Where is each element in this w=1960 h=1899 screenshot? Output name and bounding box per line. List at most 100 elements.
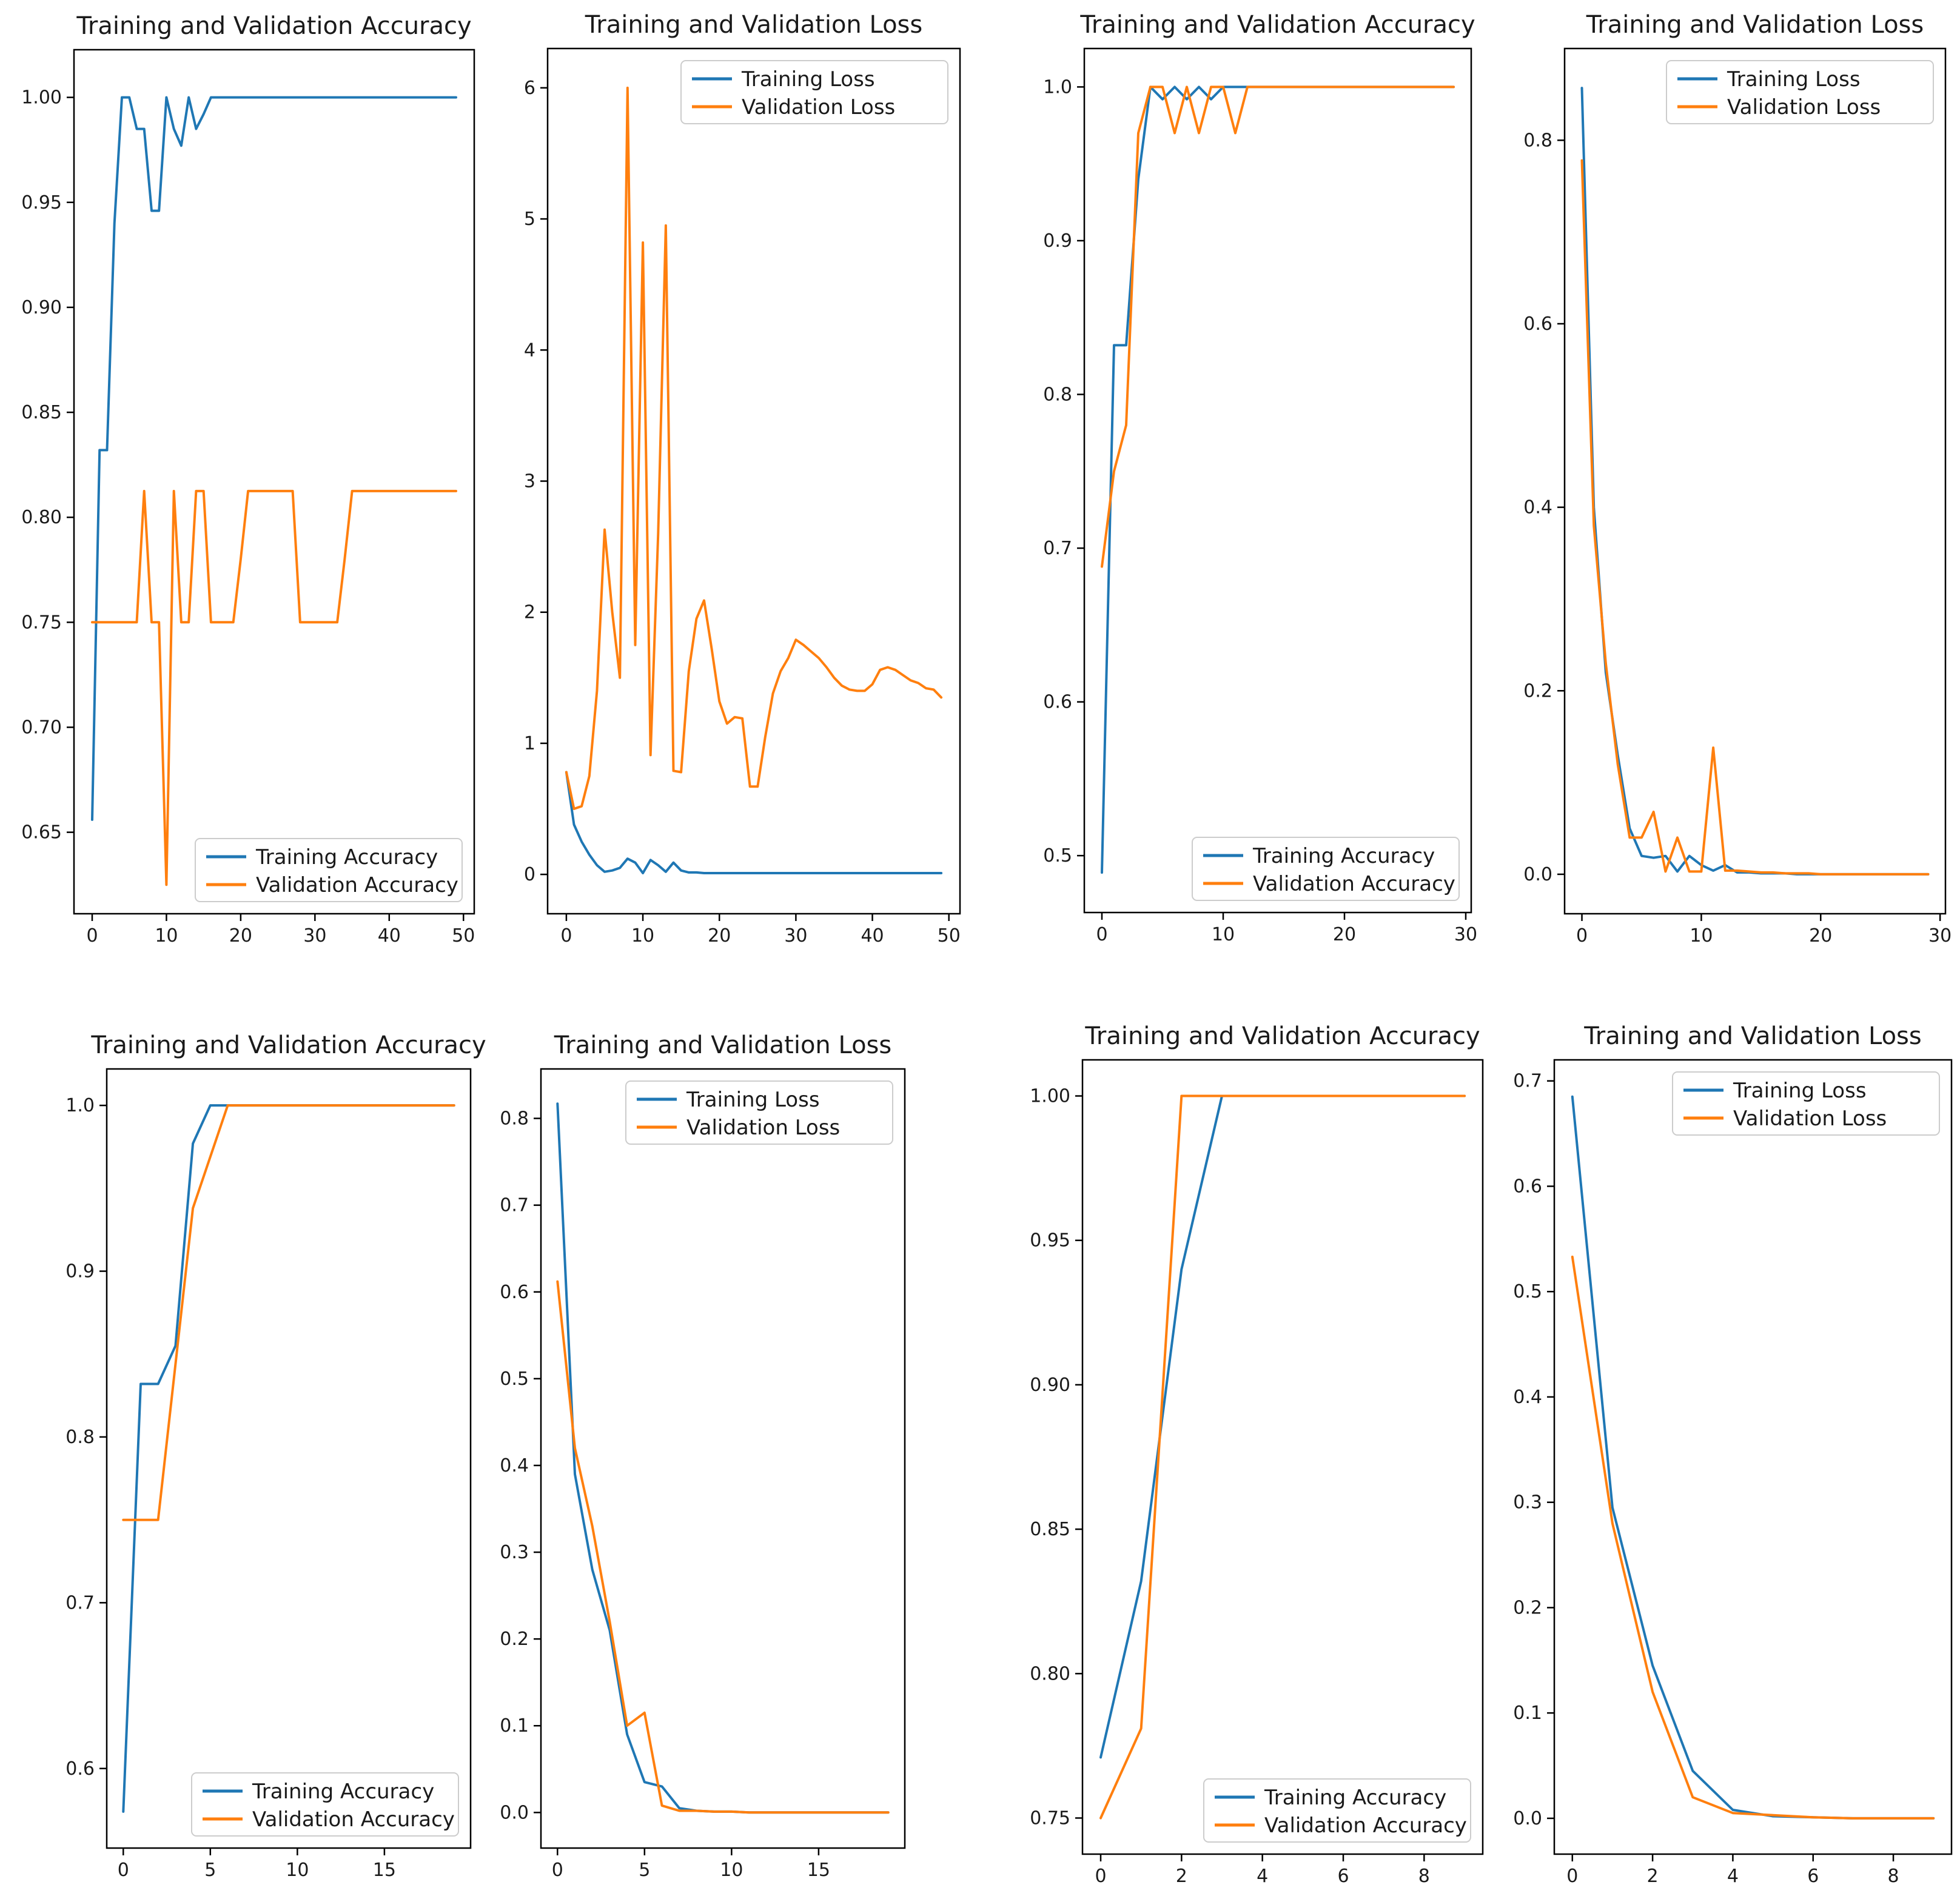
x-tick-label: 0 xyxy=(86,925,98,946)
x-tick-label: 50 xyxy=(938,925,961,946)
legend-label: Training Accuracy xyxy=(1264,1786,1446,1810)
training-series-line xyxy=(1580,87,1930,876)
y-tick-label: 0.7 xyxy=(1513,1071,1542,1092)
x-tick-label: 10 xyxy=(720,1860,743,1881)
x-tick-label: 5 xyxy=(204,1860,216,1881)
x-tick-label: 30 xyxy=(1928,925,1952,946)
legend-box xyxy=(1203,1778,1471,1843)
y-tick-label: 0.85 xyxy=(21,402,62,423)
legend-label: Validation Accuracy xyxy=(1253,872,1455,896)
y-tick-label: 0.5 xyxy=(1043,845,1072,866)
plot-frame xyxy=(106,1068,472,1849)
chart-title: Training and Validation Accuracy xyxy=(1084,1022,1480,1050)
y-tick-label: 0.5 xyxy=(1513,1281,1542,1302)
x-tick-label: 0 xyxy=(118,1860,129,1881)
x-tick-label: 20 xyxy=(708,925,731,946)
y-tick-label: 0.75 xyxy=(21,612,62,633)
legend-label: Validation Loss xyxy=(686,1116,840,1140)
legend-label: Training Accuracy xyxy=(1252,844,1435,868)
x-tick-label: 20 xyxy=(1333,924,1356,945)
y-tick-label: 0.75 xyxy=(1030,1807,1070,1829)
x-tick-label: 30 xyxy=(303,925,326,946)
x-tick-label: 20 xyxy=(229,925,252,946)
x-tick-label: 8 xyxy=(1418,1866,1430,1887)
legend: Training Accuracy Validation Accuracy xyxy=(1192,837,1460,901)
x-tick-label: 10 xyxy=(286,1860,309,1881)
y-tick-label: 0 xyxy=(524,864,535,885)
x-tick-label: 0 xyxy=(560,925,572,946)
legend-box xyxy=(680,60,948,124)
chart-panel-8: Training and Validation Loss 0 2 4 6 8 0.0 0.1 0… xyxy=(1513,1022,1953,1887)
x-tick-label: 4 xyxy=(1727,1866,1739,1887)
training-series-line xyxy=(1571,1095,1935,1820)
y-tick-label: 0.7 xyxy=(65,1592,95,1613)
chart-panel-6: Training and Validation Loss 0 5 10 15 0.0 0.1… xyxy=(500,1031,906,1881)
training-series-line xyxy=(91,96,457,821)
x-tick-label: 40 xyxy=(861,925,884,946)
x-tick-label: 10 xyxy=(155,925,178,946)
legend-label: Validation Accuracy xyxy=(256,873,458,897)
legend-label: Validation Loss xyxy=(742,95,895,119)
y-tick-label: 0.7 xyxy=(1043,538,1072,559)
plot-frame xyxy=(546,47,961,915)
x-tick-label: 2 xyxy=(1176,1866,1187,1887)
y-tick-label: 5 xyxy=(524,209,535,230)
x-tick-label: 40 xyxy=(378,925,401,946)
legend-label: Validation Accuracy xyxy=(1264,1814,1467,1838)
x-tick-label: 6 xyxy=(1337,1866,1349,1887)
chart-panel-7: Training and Validation Accuracy 0 2 4 6 8 0.7… xyxy=(1030,1022,1484,1887)
chart-title: Training and Validation Loss xyxy=(554,1031,891,1059)
legend: Training Loss Validation Loss xyxy=(680,60,948,124)
y-tick-label: 0.7 xyxy=(500,1195,529,1216)
training-series-line xyxy=(565,771,943,874)
legend-label: Training Loss xyxy=(1733,1079,1867,1103)
plot-frame xyxy=(1083,47,1472,914)
y-tick-label: 0.3 xyxy=(500,1542,529,1563)
y-tick-label: 3 xyxy=(524,471,535,492)
validation-series-line xyxy=(565,86,943,810)
legend: Training Accuracy Validation Accuracy xyxy=(195,838,463,902)
y-tick-label: 0.6 xyxy=(1043,692,1072,713)
legend: Training Loss Validation Loss xyxy=(1672,1071,1940,1136)
y-tick-label: 0.85 xyxy=(1030,1519,1070,1540)
y-tick-label: 0.5 xyxy=(500,1368,529,1390)
y-tick-label: 0.90 xyxy=(1030,1375,1070,1396)
x-tick-label: 6 xyxy=(1807,1866,1819,1887)
validation-series-line xyxy=(1101,85,1455,568)
x-tick-label: 4 xyxy=(1257,1866,1268,1887)
y-tick-label: 1.00 xyxy=(21,87,62,109)
legend-box xyxy=(195,838,463,902)
chart-panel-3: Training and Validation Accuracy 0 10 20 30 0… xyxy=(1043,11,1477,945)
y-tick-label: 0.6 xyxy=(500,1282,529,1303)
validation-series-line xyxy=(122,1104,455,1521)
legend-label: Validation Accuracy xyxy=(252,1807,455,1832)
x-tick-label: 0 xyxy=(552,1860,563,1881)
x-tick-label: 10 xyxy=(1212,924,1235,945)
y-tick-label: 0.0 xyxy=(500,1802,529,1823)
legend-box xyxy=(191,1772,459,1837)
chart-title: Training and Validation Accuracy xyxy=(90,1031,486,1059)
y-tick-label: 0.2 xyxy=(500,1629,529,1650)
plot-frame xyxy=(1081,1059,1484,1855)
y-tick-label: 0.80 xyxy=(1030,1663,1070,1684)
y-tick-label: 0.2 xyxy=(1513,1597,1542,1618)
y-tick-label: 0.1 xyxy=(1513,1703,1542,1724)
chart-panel-2: Training and Validation Loss 0 10 20 30 40 50 0… xyxy=(524,11,961,946)
validation-series-line xyxy=(556,1280,890,1814)
y-tick-label: 0.6 xyxy=(1523,313,1552,335)
x-tick-label: 20 xyxy=(1809,925,1832,946)
chart-title: Training and Validation Accuracy xyxy=(1079,11,1475,39)
y-tick-label: 0.3 xyxy=(1513,1492,1542,1513)
y-tick-label: 0.4 xyxy=(1513,1387,1542,1408)
y-tick-label: 0.8 xyxy=(500,1108,529,1130)
x-tick-label: 10 xyxy=(1690,925,1713,946)
y-tick-label: 0.8 xyxy=(65,1427,95,1448)
x-tick-label: 0 xyxy=(1096,924,1107,945)
x-tick-label: 8 xyxy=(1888,1866,1899,1887)
plot-frame xyxy=(540,1068,906,1849)
training-series-line xyxy=(1099,1094,1466,1759)
legend-label: Validation Loss xyxy=(1727,95,1881,119)
legend: Training Accuracy Validation Accuracy xyxy=(1203,1778,1471,1843)
validation-series-line xyxy=(91,489,457,886)
